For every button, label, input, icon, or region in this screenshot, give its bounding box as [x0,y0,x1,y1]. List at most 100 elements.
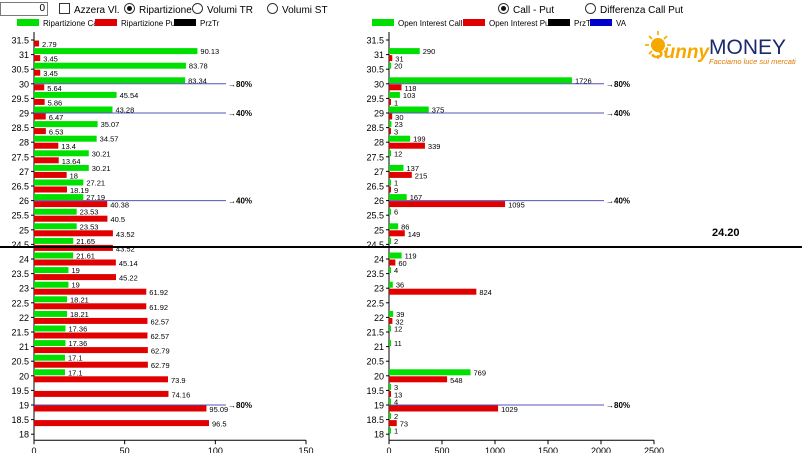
call-bar [34,164,89,171]
strike-label: 20 [374,371,384,381]
call-value-label: 6 [394,208,398,217]
logo-brand-1: Sunny [651,42,710,63]
percent-label: →40% [606,109,630,118]
legend-label: Open Interest Call [398,19,463,28]
strike-label: 20.5 [366,357,384,367]
put-bar [34,171,67,178]
call-value-label: 1 [394,427,398,436]
radio-differenza[interactable]: Differenza Call Put [585,3,683,17]
radio-circle[interactable] [585,3,596,14]
call-bar [34,91,117,98]
strike-label: 24.5 [366,240,384,250]
strike-label: 26.5 [366,182,384,192]
radio-volumi-st[interactable]: Volumi ST [267,3,328,17]
put-value-label: 45.14 [119,259,138,268]
radio-label: Call - Put [513,5,555,16]
legend-swatch [17,19,39,26]
radio-circle[interactable] [267,3,278,14]
put-bar [34,84,45,91]
put-value-label: 339 [428,142,441,151]
call-value-label: 1726 [575,76,592,85]
put-bar [34,420,209,427]
checkbox-box[interactable] [59,3,70,14]
radio-label: Volumi ST [282,5,328,16]
strike-label: 18 [19,430,29,440]
strike-label: 28.5 [11,123,29,133]
radio-circle[interactable] [192,3,203,14]
radio-call-put[interactable]: Call - Put [498,3,554,17]
call-value-label: 137 [407,164,420,173]
call-bar [389,164,404,171]
call-bar [34,135,97,142]
call-value-label: 39 [396,310,404,319]
call-value-label: 17.1 [68,368,83,377]
put-value-label: 2.79 [42,40,57,49]
put-value-label: 95.09 [209,405,228,414]
put-bar [389,142,425,149]
logo-tagline: Facciamo luce sui mercati [709,57,796,66]
legend-left-call: Ripartizione Call [17,19,101,29]
strike-label: 27.5 [11,152,29,162]
call-bar [34,267,69,274]
call-bar [389,398,391,405]
legend-label: VA [616,19,627,28]
put-bar [389,186,391,193]
call-bar [389,62,392,69]
strike-label: 18.5 [366,415,384,425]
strike-label: 23 [374,284,384,294]
radio-label: Ripartizione [139,5,192,16]
strike-label: 27 [19,167,29,177]
call-bar [34,106,113,113]
call-value-label: 35.07 [101,120,120,129]
call-value-label: 4 [394,398,398,407]
put-value-label: 6.47 [49,113,64,122]
value-input[interactable]: 0 [0,2,48,16]
put-bar [389,288,477,295]
call-value-label: 1 [394,179,398,188]
put-bar [34,201,108,208]
call-value-label: 17.1 [68,354,83,363]
legend-swatch [95,19,117,26]
radio-ripartizione[interactable]: Ripartizione [124,3,192,17]
put-bar [389,259,396,266]
put-value-label: 96.5 [212,420,227,429]
call-bar [389,194,407,201]
put-bar [34,317,148,324]
radio-circle[interactable] [124,3,135,14]
put-value-label: 5.64 [47,84,62,93]
call-value-label: 199 [413,135,426,144]
legend-swatch [548,19,570,26]
put-bar [389,405,499,412]
call-bar [389,106,429,113]
radio-circle[interactable] [498,3,509,14]
call-value-label: 2 [394,412,398,421]
x-tick-label: 0 [386,446,391,453]
call-value-label: 17.36 [68,339,87,348]
legend-label: Ripartizione Call [43,19,102,28]
call-bar [389,135,411,142]
put-bar [34,405,207,412]
legend-swatch [372,19,394,26]
strike-label: 30.5 [366,65,384,75]
strike-label: 26 [19,196,29,206]
legend-swatch [174,19,196,26]
call-bar [389,413,391,420]
strike-label: 29.5 [11,94,29,104]
put-bar [389,230,405,237]
strike-label: 26 [374,196,384,206]
put-bar [389,420,397,427]
strike-label: 21 [374,342,384,352]
call-value-label: 19 [71,281,79,290]
call-value-label: 167 [410,193,423,202]
put-bar [389,376,448,383]
percent-label: →80% [606,80,630,89]
radio-volumi-tr[interactable]: Volumi TR [192,3,253,17]
call-bar [389,252,402,259]
put-value-label: 5.86 [48,98,63,107]
x-tick-label: 50 [120,446,130,453]
put-value-label: 73 [400,420,408,429]
call-value-label: 36 [396,281,404,290]
call-value-label: 21.61 [76,252,95,261]
put-value-label: 32 [395,317,403,326]
azzera-checkbox[interactable]: Azzera Vl. [59,3,120,17]
